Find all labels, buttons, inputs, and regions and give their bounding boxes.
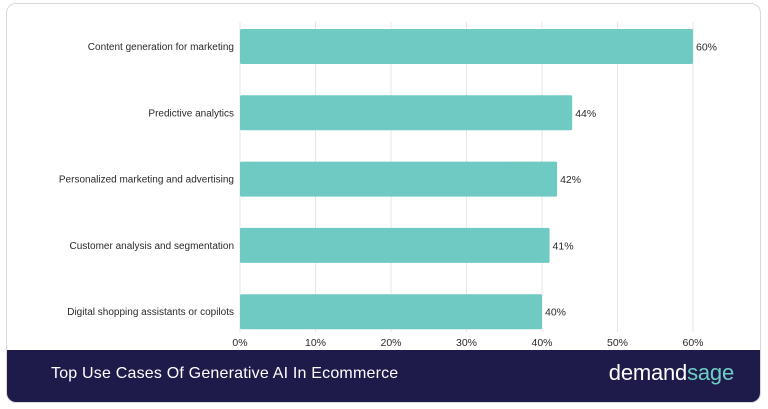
chart-title: Top Use Cases Of Generative AI In Ecomme…	[51, 365, 399, 382]
bar	[240, 294, 542, 330]
value-label: 60%	[696, 42, 717, 54]
value-label: 44%	[575, 108, 596, 120]
brand-logo-part2: sage	[687, 360, 734, 385]
category-label: Personalized marketing and advertising	[59, 175, 234, 186]
bar	[240, 29, 693, 64]
footer-bar: Top Use Cases Of Generative AI In Ecomme…	[7, 350, 760, 402]
category-label: Content generation for marketing	[88, 42, 234, 53]
x-tick-label: 40%	[531, 337, 552, 349]
chart-card: Content generation for marketing Predicti…	[6, 3, 761, 403]
brand-logo: demandsage	[609, 360, 734, 386]
bar	[240, 227, 550, 263]
bar	[240, 161, 558, 197]
bars	[240, 29, 693, 330]
category-label: Predictive analytics	[148, 108, 234, 119]
x-tick-label: 0%	[232, 337, 247, 349]
bar	[240, 95, 573, 131]
category-label: Digital shopping assistants or copilots	[67, 307, 234, 318]
x-tick-label: 20%	[380, 337, 401, 349]
category-label: Customer analysis and segmentation	[69, 241, 234, 252]
x-tick-label: 10%	[305, 337, 326, 349]
x-axis-tick-labels: 0% 10% 20% 30% 40% 50% 60%	[232, 337, 703, 349]
value-labels: 60% 44% 42% 41% 40%	[545, 42, 717, 319]
x-tick-label: 50%	[607, 337, 628, 349]
category-labels: Content generation for marketing Predicti…	[59, 42, 234, 318]
x-tick-label: 60%	[682, 337, 703, 349]
value-label: 41%	[553, 240, 574, 252]
value-label: 42%	[560, 174, 581, 186]
brand-logo-part1: demand	[608, 360, 688, 385]
bar-chart: Content generation for marketing Predicti…	[59, 22, 717, 349]
x-tick-label: 30%	[456, 337, 477, 349]
value-label: 40%	[545, 307, 566, 319]
